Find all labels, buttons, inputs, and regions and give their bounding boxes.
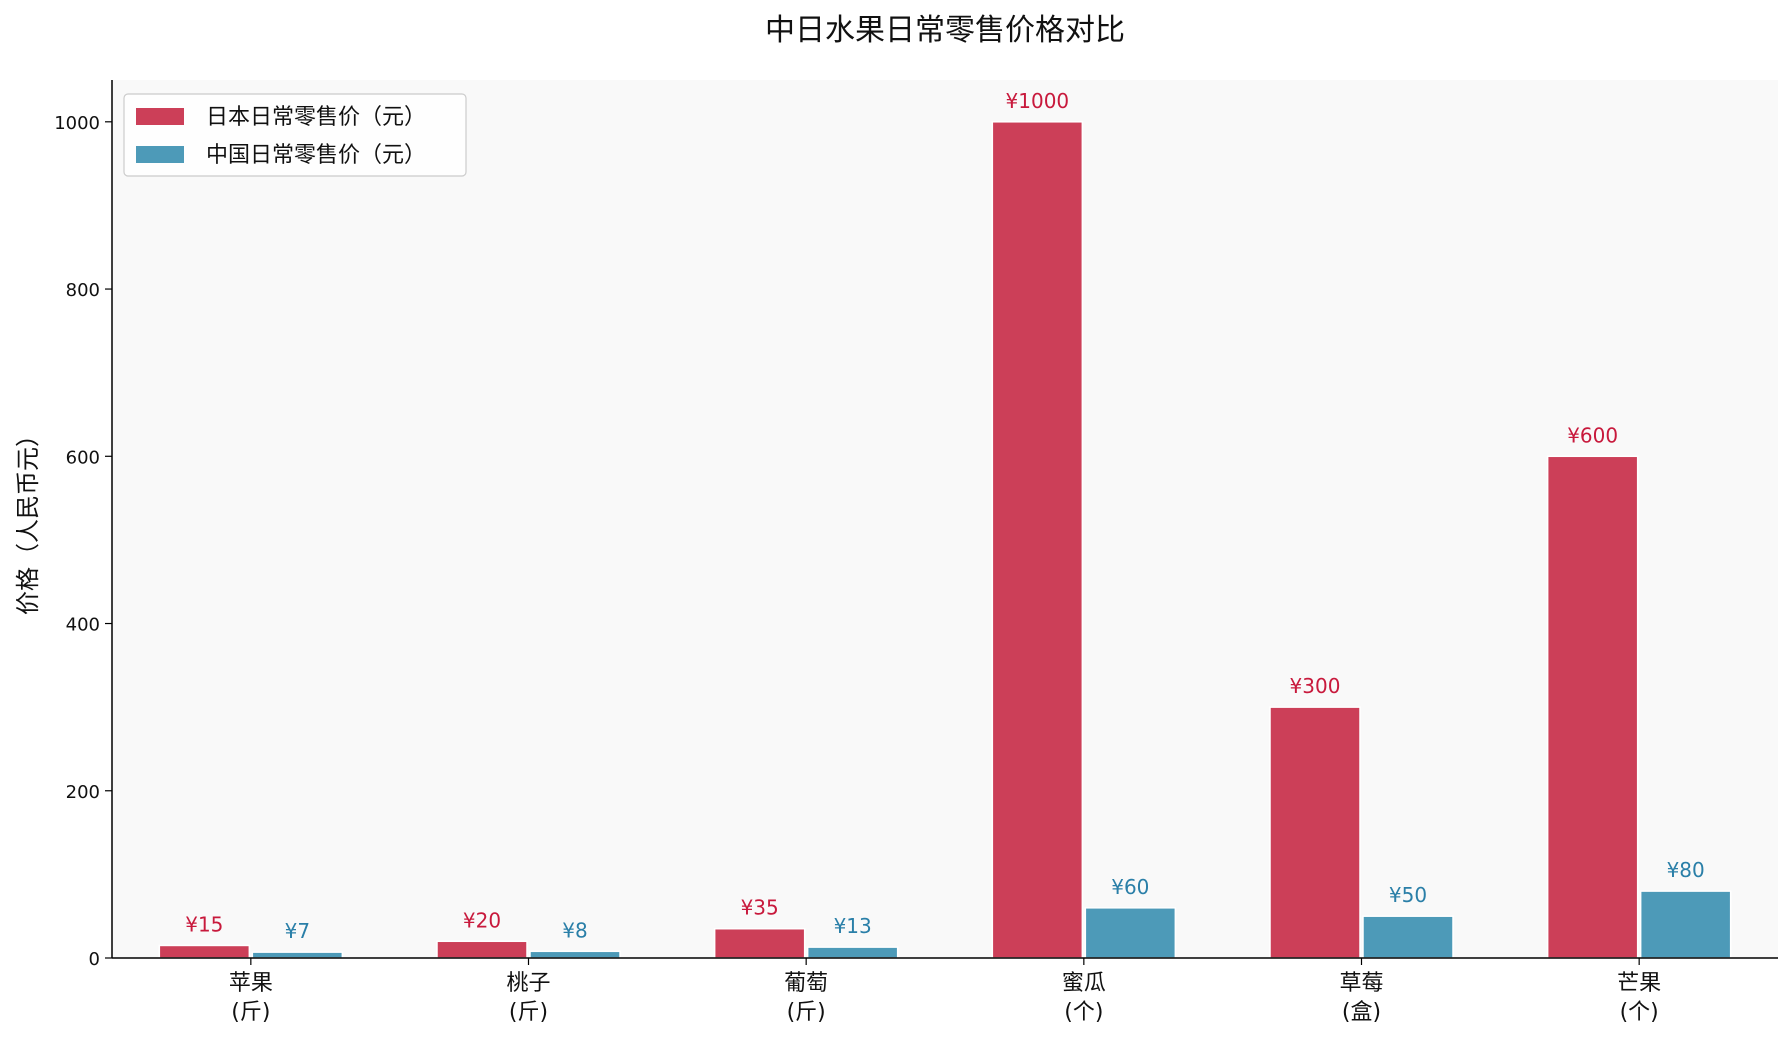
y-tick-label: 800 <box>66 280 100 301</box>
legend-swatch <box>136 146 184 163</box>
bar-value-label: ¥35 <box>741 896 779 920</box>
x-tick-label-unit: (个) <box>1620 1000 1659 1025</box>
bar-value-label: ¥60 <box>1111 875 1149 899</box>
x-tick-label: 芒果 <box>1617 971 1661 996</box>
bar-china <box>806 946 899 959</box>
bar-value-label: ¥600 <box>1567 423 1618 447</box>
y-tick-label: 200 <box>66 782 100 803</box>
legend-label: 中国日常零售价（元） <box>206 143 426 168</box>
bar-china <box>1362 915 1454 959</box>
x-tick-label-unit: (斤) <box>509 1000 548 1025</box>
legend <box>123 93 467 177</box>
bar-value-label: ¥13 <box>834 914 872 938</box>
y-tick-label: 400 <box>66 615 100 636</box>
x-tick-label-unit: (斤) <box>231 1000 270 1025</box>
bar-china <box>251 951 344 959</box>
bar-japan <box>158 944 251 959</box>
bar-value-label: ¥80 <box>1667 858 1705 882</box>
legend-label: 日本日常零售价（元） <box>206 105 426 130</box>
bar-value-label: ¥50 <box>1389 883 1427 907</box>
bar-value-label: ¥1000 <box>1006 89 1070 113</box>
bar-japan <box>1546 455 1639 959</box>
bar-china <box>529 950 621 959</box>
x-tick-label: 桃子 <box>506 971 550 996</box>
y-axis-label: 价格（人民币元） <box>14 423 42 615</box>
chart-title: 中日水果日常零售价格对比 <box>765 13 1125 48</box>
x-tick-label-unit: (个) <box>1064 1000 1103 1025</box>
bar-value-label: ¥20 <box>463 908 501 932</box>
x-tick-label: 葡萄 <box>784 971 828 996</box>
bar-value-label: ¥15 <box>185 912 223 936</box>
x-tick-label-unit: (斤) <box>787 1000 826 1025</box>
bar-japan <box>1269 706 1361 959</box>
bar-value-label: ¥7 <box>285 919 310 943</box>
legend-swatch <box>136 108 184 125</box>
x-tick-label: 草莓 <box>1339 971 1383 996</box>
bar-value-label: ¥8 <box>562 918 587 942</box>
bar-japan <box>436 940 528 959</box>
x-tick-label: 苹果 <box>229 971 273 996</box>
bar-china <box>1084 907 1177 959</box>
bar-china <box>1639 890 1732 959</box>
bar-value-label: ¥300 <box>1290 674 1341 698</box>
bar-japan <box>713 927 806 959</box>
y-tick-label: 1000 <box>54 113 100 134</box>
y-tick-label: 600 <box>66 447 100 468</box>
bar-japan <box>991 121 1084 959</box>
y-tick-label: 0 <box>89 949 100 970</box>
plot-area <box>112 80 1778 958</box>
x-tick-label: 蜜瓜 <box>1062 971 1106 996</box>
x-tick-label-unit: (盒) <box>1342 1000 1381 1025</box>
